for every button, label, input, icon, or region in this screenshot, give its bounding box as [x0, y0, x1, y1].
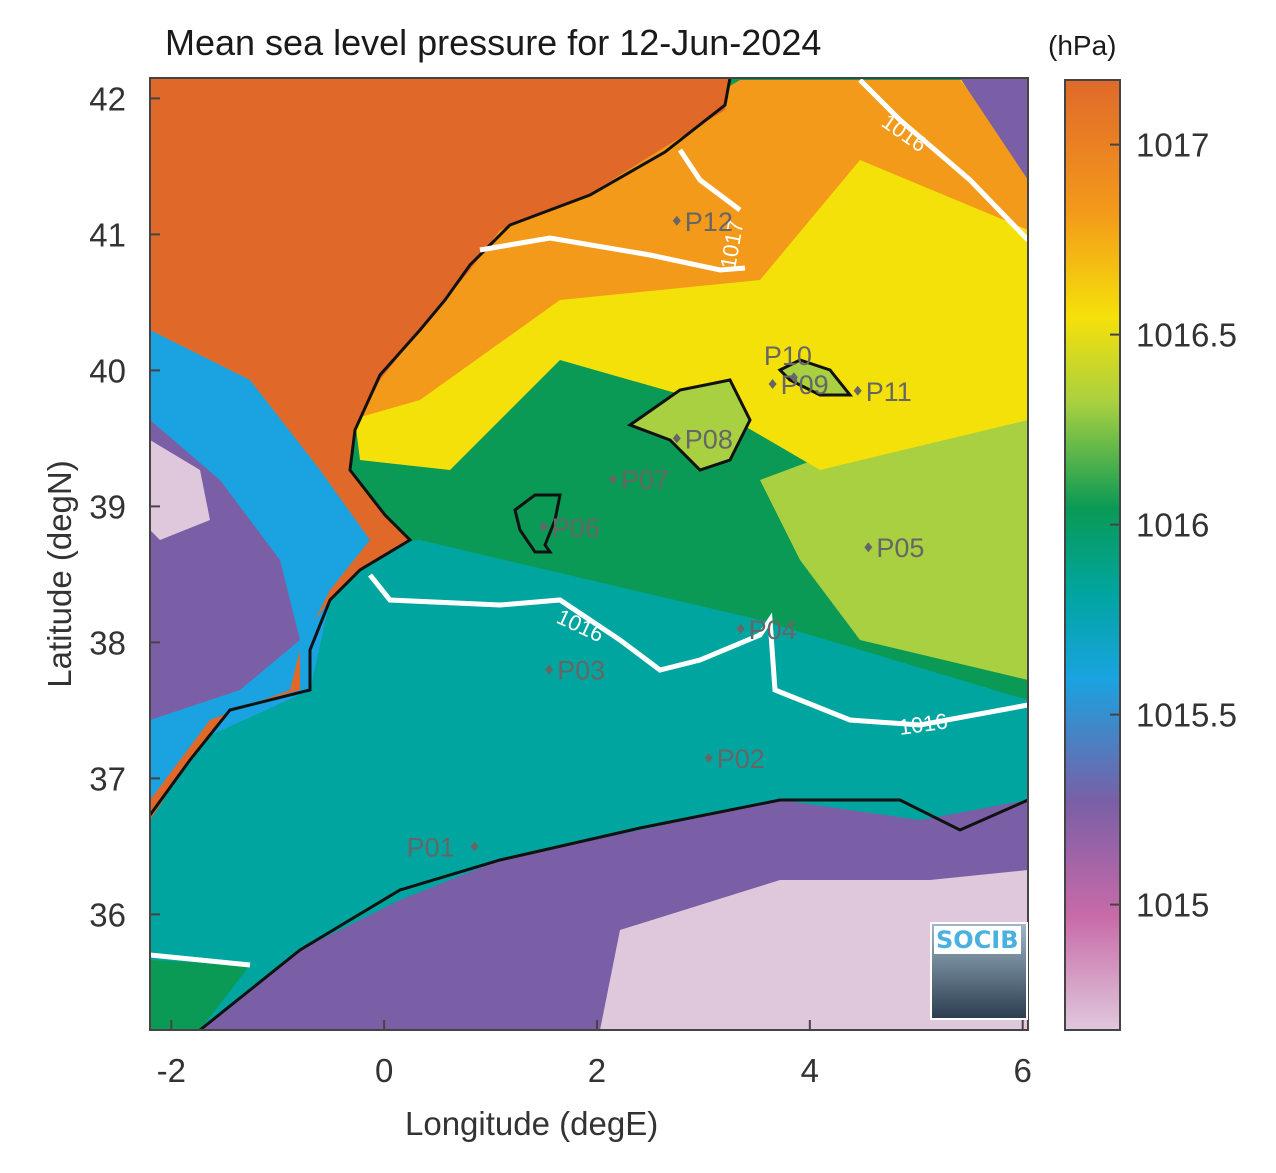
colorbar-tick-label: 1015.5 [1136, 697, 1237, 734]
station-marker [864, 542, 873, 553]
colorbar-tick-label: 1016.5 [1136, 317, 1237, 354]
station-marker [768, 379, 777, 389]
socib-logo: SOCIB [930, 922, 1028, 1020]
colorbar-tick-label: 1015 [1136, 887, 1209, 924]
colorbar-ticks: 1017 1016.5 1016 1015.5 1015 [1110, 127, 1237, 924]
station-label: P10 [764, 341, 812, 371]
station-label: P11 [866, 377, 912, 407]
station-label: P09 [781, 370, 829, 400]
x-tick-label: 6 [1013, 1052, 1031, 1089]
x-tick-label: 0 [375, 1052, 393, 1089]
map-frame [149, 77, 1029, 1031]
station-marker [672, 433, 681, 444]
y-tick-label: 41 [89, 216, 126, 253]
x-tick-label: 2 [588, 1052, 606, 1089]
x-axis-label: Longitude (degE) [405, 1105, 659, 1142]
station-marker [853, 385, 862, 396]
station-label: P06 [552, 513, 600, 543]
station-marker [736, 623, 745, 634]
y-axis-ticks: 42 41 40 39 38 37 36 [89, 80, 160, 933]
station-label: P01 [407, 832, 455, 862]
y-tick-label: 36 [89, 896, 126, 933]
y-tick-label: 42 [89, 80, 126, 117]
y-tick-label: 38 [89, 624, 126, 661]
x-tick-label: -2 [157, 1052, 186, 1089]
station-marker [672, 215, 681, 226]
station-label: P02 [717, 744, 765, 774]
station-label: P12 [685, 207, 733, 237]
colorbar-unit: (hPa) [1048, 30, 1117, 61]
station-label: P08 [685, 424, 733, 454]
station-marker [608, 474, 617, 485]
pressure-field [150, 78, 1028, 1030]
y-tick-label: 39 [89, 488, 126, 525]
x-axis-ticks: -2 0 2 4 6 [157, 1020, 1032, 1089]
y-tick-label: 40 [89, 352, 126, 389]
station-marker [789, 372, 798, 383]
station-label: P05 [876, 533, 924, 563]
colorbar-tick-label: 1017 [1136, 127, 1209, 164]
station-label: P04 [749, 615, 797, 645]
station-label: P07 [621, 465, 669, 495]
colorbar-tick-label: 1016 [1136, 507, 1209, 544]
station-marker [545, 664, 554, 675]
station-label: P03 [557, 656, 605, 686]
station-marker [470, 841, 479, 852]
colorbar [1064, 79, 1121, 1031]
x-tick-label: 4 [801, 1052, 819, 1089]
map-title: Mean sea level pressure for 12-Jun-2024 [165, 22, 822, 63]
y-tick-label: 37 [89, 760, 126, 797]
station-marker [539, 521, 548, 532]
station-marker [704, 753, 713, 763]
